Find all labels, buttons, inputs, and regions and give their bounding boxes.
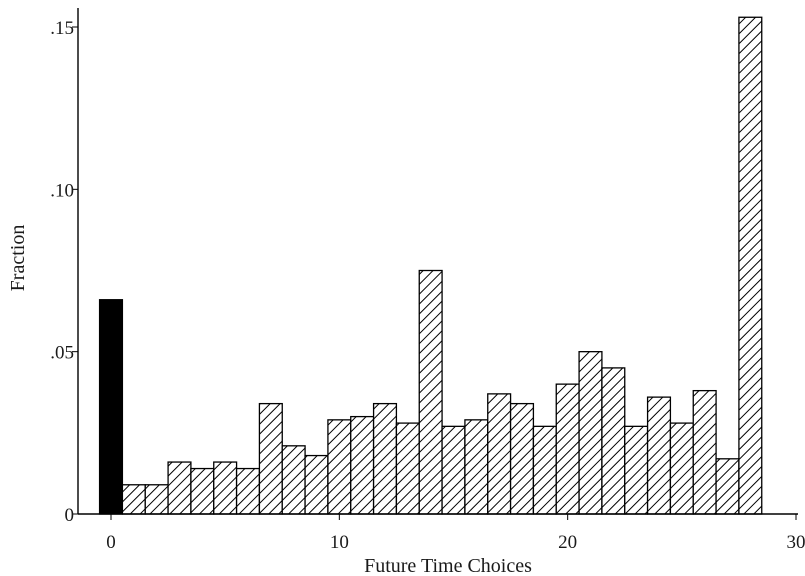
bar-4 [190,467,215,515]
bar-9 [304,454,329,515]
bar-24 [646,396,672,515]
x-tick-label: 0 [106,532,116,553]
y-tick-label: .15 [50,18,74,39]
bar-1 [121,484,146,515]
bar-6 [235,467,261,515]
bar-25 [669,422,694,515]
bar-21 [578,351,603,515]
bar-27 [715,458,740,515]
bar-28 [738,16,763,515]
y-tick-label: .05 [50,343,74,364]
bar-12 [372,402,398,515]
x-tick-label: 20 [558,532,577,553]
bar-2 [144,484,169,515]
bar-8 [281,445,306,515]
bar-11 [350,415,375,515]
x-tick-group: 0 10 20 30 [106,514,805,553]
x-tick-label: 30 [787,532,805,553]
bar-23 [624,425,649,515]
bar-15 [441,425,466,515]
bar-16 [464,419,489,515]
bar-3 [167,461,192,515]
y-tick-group: 0 .05 .10 .15 [50,18,78,526]
bar-26 [692,389,717,515]
y-axis-label: Fraction [7,225,29,292]
bar-19 [532,425,557,515]
bar-18 [509,402,535,515]
bar-17 [487,393,512,515]
x-tick-label: 10 [330,532,349,553]
bar-group [98,16,763,515]
y-tick-label: .10 [50,180,74,201]
bar-20 [555,383,580,515]
bar-14 [418,269,443,515]
bar-7 [258,402,283,515]
bar-13 [395,422,420,515]
x-axis-label: Future Time Choices [364,555,532,576]
bar-10 [327,419,352,515]
bar-0 [98,299,124,515]
bar-22 [601,367,626,515]
y-tick-label: 0 [65,505,75,526]
bar-5 [213,461,238,515]
